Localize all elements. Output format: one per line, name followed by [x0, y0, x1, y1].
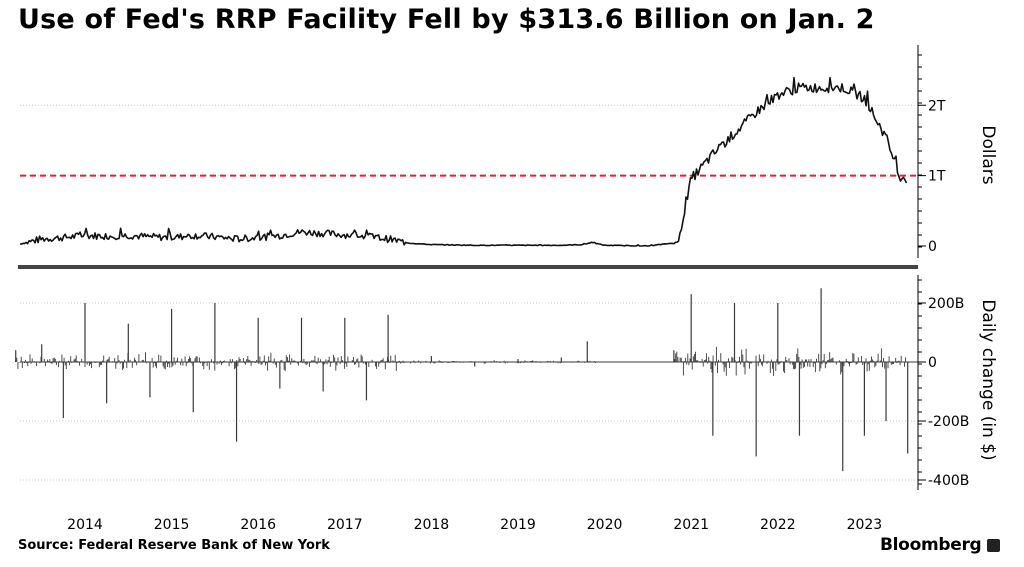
x-tick-label: 2017: [327, 517, 363, 533]
x-tick-label: 2021: [673, 517, 709, 533]
y-tick-label: 0: [928, 355, 937, 371]
axes: [18, 45, 926, 490]
source-note: Source: Federal Reserve Bank of New York: [18, 538, 330, 553]
y-tick-label: -400B: [928, 473, 969, 489]
chart-title: Use of Fed's RRP Facility Fell by $313.6…: [18, 4, 875, 35]
panel-divider: [18, 265, 918, 269]
y-tick-label: 1T: [928, 169, 946, 185]
x-tick-label: 2014: [67, 517, 103, 533]
bloomberg-terminal-icon: [987, 539, 1000, 552]
daily-change-bars: [15, 288, 918, 472]
top-panel-gridlines: [20, 104, 918, 177]
x-tick-label: 2023: [847, 517, 883, 533]
x-tick-label: 2018: [414, 517, 450, 533]
y-tick-label: 0: [928, 239, 937, 255]
tick-labels: 0 1T 2T 200B 0 -200B -400B 2014 2015 2016 2017 2018…: [67, 98, 969, 533]
x-tick-label: 2020: [587, 517, 623, 533]
rrp-balance-line: [19, 76, 908, 247]
y-tick-label: 2T: [928, 98, 946, 114]
x-tick-label: 2016: [240, 517, 276, 533]
x-tick-label: 2022: [760, 517, 796, 533]
x-tick-label: 2019: [500, 517, 536, 533]
bottom-panel-gridlines: [20, 302, 918, 481]
bottom-y-axis-title: Daily change (in $): [978, 299, 998, 460]
bloomberg-logo: Bloomberg: [880, 535, 982, 555]
rrp-line: [19, 76, 908, 247]
x-tick-label: 2015: [154, 517, 190, 533]
y-tick-label: 200B: [928, 296, 964, 312]
top-y-axis-title: Dollars: [978, 125, 998, 184]
y-tick-label: -200B: [928, 414, 969, 430]
